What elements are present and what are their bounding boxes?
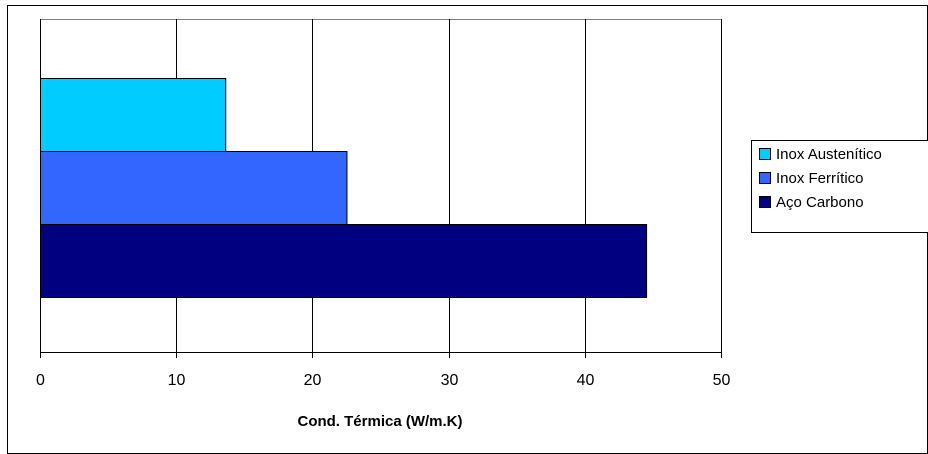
bar-inox-ferr-tico xyxy=(40,151,348,225)
x-tick-label-40: 40 xyxy=(577,372,595,389)
legend-swatch-3 xyxy=(759,196,771,208)
x-tick-label-30: 30 xyxy=(441,372,459,389)
x-tick-label-20: 20 xyxy=(304,372,322,389)
legend-swatch-2 xyxy=(759,172,771,184)
legend-label-1: Inox Austenítico xyxy=(776,146,882,163)
legend-swatch-1 xyxy=(759,148,771,160)
x-axis xyxy=(40,19,722,358)
legend-items: Inox Austenítico Inox Ferrítico Aço Carbon… xyxy=(759,146,882,211)
x-axis-title: Cond. Térmica (W/m.K) xyxy=(297,413,462,430)
bars xyxy=(40,78,648,298)
x-tick-label-0: 0 xyxy=(36,372,45,389)
legend-box xyxy=(751,140,928,233)
x-tick-label-50: 50 xyxy=(713,372,731,389)
x-tick-labels: 0 10 20 30 40 50 xyxy=(36,372,730,389)
x-tick-label-10: 10 xyxy=(168,372,186,389)
bar-a-o-carbono xyxy=(40,224,648,298)
legend: Inox Austenítico Inox Ferrítico Aço Carbon… xyxy=(751,140,928,233)
legend-label-3: Aço Carbono xyxy=(776,194,864,211)
bar-inox-austen-tico xyxy=(40,78,227,152)
legend-label-2: Inox Ferrítico xyxy=(776,170,864,187)
